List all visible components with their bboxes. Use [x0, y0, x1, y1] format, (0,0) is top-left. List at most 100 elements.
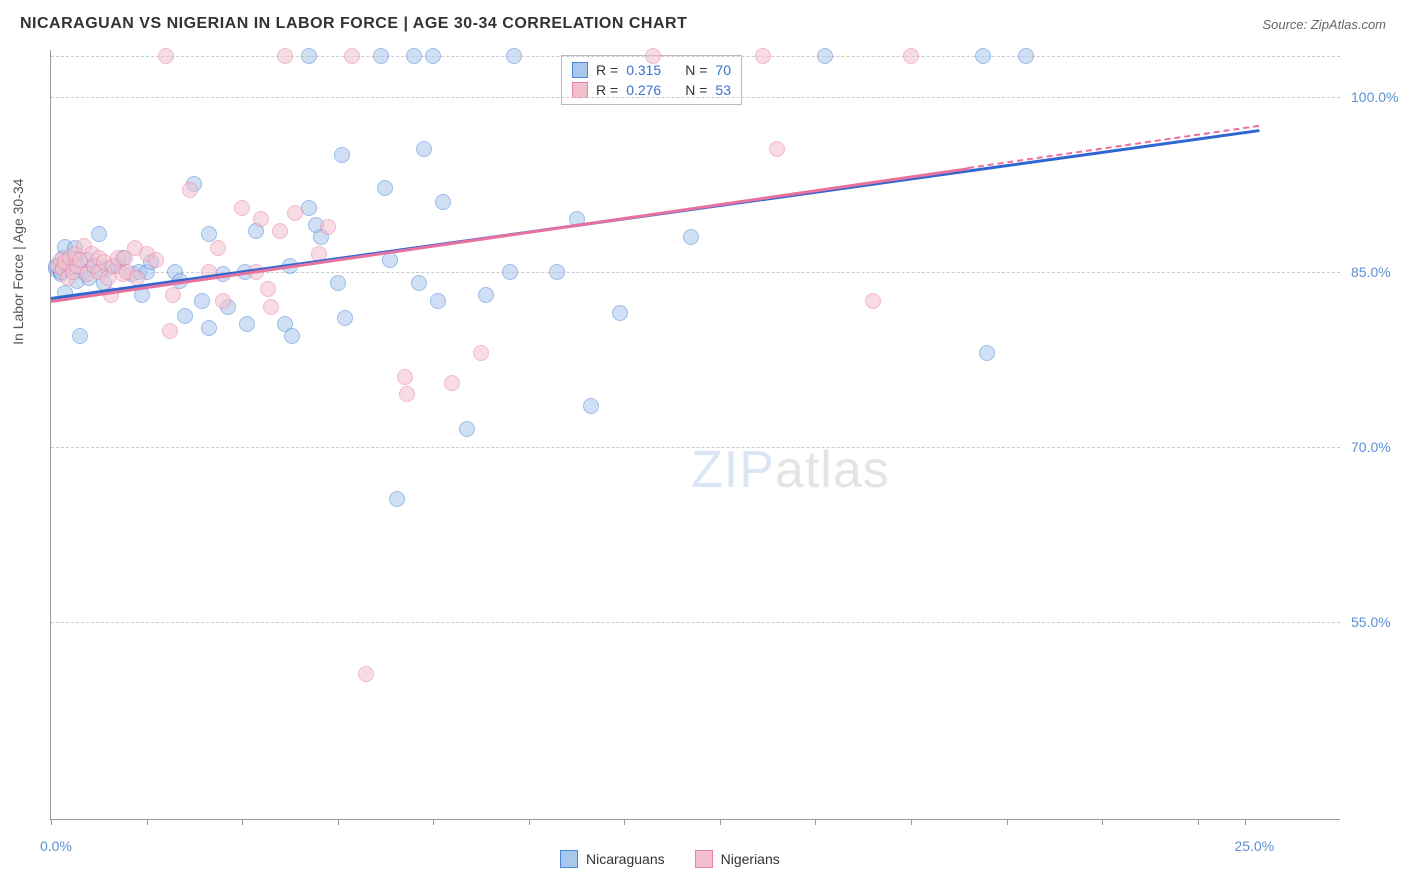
data-point-nicaraguans	[337, 310, 353, 326]
data-point-nicaraguans	[194, 293, 210, 309]
x-tick-label: 25.0%	[1234, 838, 1274, 854]
data-point-nicaraguans	[411, 275, 427, 291]
legend: Nicaraguans Nigerians	[560, 850, 780, 868]
y-tick-label: 70.0%	[1351, 439, 1391, 455]
data-point-nicaraguans	[177, 308, 193, 324]
data-point-nicaraguans	[377, 180, 393, 196]
data-point-nigerians	[399, 386, 415, 402]
data-point-nigerians	[210, 240, 226, 256]
data-point-nigerians	[473, 345, 489, 361]
data-point-nicaraguans	[389, 491, 405, 507]
data-point-nigerians	[263, 299, 279, 315]
data-point-nicaraguans	[334, 147, 350, 163]
data-point-nicaraguans	[1018, 48, 1034, 64]
gridline-horizontal	[51, 97, 1340, 98]
data-point-nicaraguans	[683, 229, 699, 245]
data-point-nigerians	[344, 48, 360, 64]
data-point-nicaraguans	[301, 200, 317, 216]
stats-n-value: 70	[715, 62, 731, 78]
data-point-nigerians	[148, 252, 164, 268]
data-point-nicaraguans	[435, 194, 451, 210]
stats-n-label: N =	[685, 82, 707, 98]
data-point-nigerians	[865, 293, 881, 309]
data-point-nigerians	[903, 48, 919, 64]
y-tick-label: 100.0%	[1351, 89, 1398, 105]
gridline-horizontal	[51, 56, 1340, 57]
data-point-nicaraguans	[975, 48, 991, 64]
x-tick	[529, 819, 530, 825]
data-point-nigerians	[158, 48, 174, 64]
data-point-nicaraguans	[502, 264, 518, 280]
data-point-nigerians	[272, 223, 288, 239]
y-axis-label: In Labor Force | Age 30-34	[10, 179, 26, 345]
stats-n-value: 53	[715, 82, 731, 98]
data-point-nicaraguans	[239, 316, 255, 332]
x-tick	[1198, 819, 1199, 825]
stats-n-label: N =	[685, 62, 707, 78]
chart-plot-area: ZIPatlas R =0.315N =70R =0.276N =53 55.0…	[50, 50, 1340, 820]
data-point-nigerians	[397, 369, 413, 385]
data-point-nicaraguans	[583, 398, 599, 414]
x-tick-label: 0.0%	[40, 838, 72, 854]
gridline-horizontal	[51, 447, 1340, 448]
x-tick	[911, 819, 912, 825]
stats-r-value: 0.315	[626, 62, 661, 78]
legend-swatch-nicaraguans	[560, 850, 578, 868]
data-point-nigerians	[234, 200, 250, 216]
x-tick	[720, 819, 721, 825]
data-point-nicaraguans	[382, 252, 398, 268]
data-point-nigerians	[277, 48, 293, 64]
data-point-nigerians	[287, 205, 303, 221]
x-tick	[242, 819, 243, 825]
y-tick-label: 55.0%	[1351, 614, 1391, 630]
data-point-nicaraguans	[72, 328, 88, 344]
legend-label: Nicaraguans	[586, 851, 665, 867]
data-point-nicaraguans	[506, 48, 522, 64]
data-point-nicaraguans	[478, 287, 494, 303]
data-point-nicaraguans	[817, 48, 833, 64]
x-tick	[1102, 819, 1103, 825]
chart-title: NICARAGUAN VS NIGERIAN IN LABOR FORCE | …	[20, 15, 687, 33]
stats-swatch-nigerians	[572, 82, 588, 98]
data-point-nigerians	[182, 182, 198, 198]
watermark: ZIPatlas	[691, 440, 890, 500]
data-point-nigerians	[320, 219, 336, 235]
x-tick	[338, 819, 339, 825]
x-tick	[815, 819, 816, 825]
data-point-nigerians	[769, 141, 785, 157]
data-point-nicaraguans	[301, 48, 317, 64]
data-point-nigerians	[358, 666, 374, 682]
data-point-nicaraguans	[549, 264, 565, 280]
data-point-nicaraguans	[330, 275, 346, 291]
y-tick-label: 85.0%	[1351, 264, 1391, 280]
data-point-nicaraguans	[416, 141, 432, 157]
data-point-nicaraguans	[201, 320, 217, 336]
trend-line-nigerians-extrapolated	[968, 125, 1260, 169]
stats-swatch-nicaraguans	[572, 62, 588, 78]
data-point-nigerians	[215, 293, 231, 309]
x-tick	[51, 819, 52, 825]
data-point-nicaraguans	[284, 328, 300, 344]
data-point-nigerians	[253, 211, 269, 227]
data-point-nicaraguans	[373, 48, 389, 64]
gridline-horizontal	[51, 622, 1340, 623]
x-tick	[1245, 819, 1246, 825]
x-tick	[624, 819, 625, 825]
legend-label: Nigerians	[721, 851, 780, 867]
data-point-nicaraguans	[612, 305, 628, 321]
data-point-nicaraguans	[425, 48, 441, 64]
data-point-nigerians	[755, 48, 771, 64]
data-point-nigerians	[129, 270, 145, 286]
legend-item-nicaraguans: Nicaraguans	[560, 850, 665, 868]
data-point-nicaraguans	[459, 421, 475, 437]
x-tick	[433, 819, 434, 825]
data-point-nicaraguans	[406, 48, 422, 64]
legend-item-nigerians: Nigerians	[695, 850, 780, 868]
data-point-nigerians	[444, 375, 460, 391]
data-point-nigerians	[645, 48, 661, 64]
data-point-nicaraguans	[91, 226, 107, 242]
data-point-nigerians	[260, 281, 276, 297]
legend-swatch-nigerians	[695, 850, 713, 868]
stats-r-label: R =	[596, 82, 618, 98]
x-tick	[1007, 819, 1008, 825]
